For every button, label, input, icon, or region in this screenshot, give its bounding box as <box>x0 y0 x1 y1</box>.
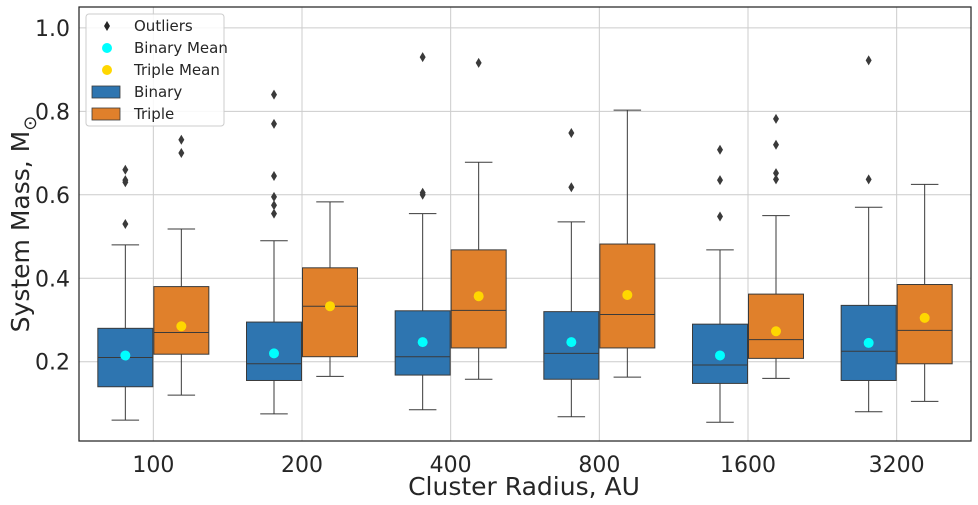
outlier-legend-icon <box>104 21 110 31</box>
outlier-marker <box>271 208 277 219</box>
box-binary-800 <box>543 128 600 418</box>
outlier-marker <box>271 200 277 211</box>
box-triple-800 <box>599 109 656 378</box>
iqr-box <box>302 267 358 358</box>
iqr-box <box>246 321 302 381</box>
x-tick-label: 800 <box>578 453 620 478</box>
y-tick-label: 1.0 <box>35 17 70 42</box>
mean-marker <box>473 291 484 302</box>
outlier-marker <box>178 134 185 145</box>
outlier-marker <box>419 52 426 63</box>
mean-marker <box>269 348 279 359</box>
mean-legend-icon <box>102 43 112 53</box>
mean-marker <box>566 337 577 348</box>
x-tick-label: 1600 <box>720 453 776 478</box>
mean-marker <box>715 350 725 361</box>
outlier-marker <box>865 55 872 66</box>
mean-legend-icon <box>102 65 112 75</box>
x-tick-label: 400 <box>430 453 472 478</box>
x-axis-ticks: 100 200 400 800 1600 3200 <box>132 453 924 478</box>
legend-label: Binary Mean <box>134 39 228 57</box>
legend-label: Binary <box>134 83 182 101</box>
outlier-marker <box>865 174 872 185</box>
box-triple-3200 <box>896 183 953 402</box>
x-tick-label: 100 <box>132 453 174 478</box>
outlier-marker <box>122 219 129 229</box>
box-triple-1600 <box>748 113 804 379</box>
outlier-marker <box>773 113 779 124</box>
box-triple-200 <box>302 201 358 377</box>
y-tick-label: 0.8 <box>35 100 70 125</box>
outlier-marker <box>271 191 277 202</box>
series-binary <box>97 52 897 423</box>
mean-marker <box>919 312 930 323</box>
iqr-box <box>153 286 210 355</box>
y-tick-label: 0.6 <box>35 184 70 209</box>
mean-marker <box>622 289 633 300</box>
x-tick-label: 3200 <box>869 453 925 478</box>
outlier-marker <box>773 174 779 185</box>
iqr-box <box>543 311 600 380</box>
legend-item-triple: Triple <box>91 105 174 123</box>
box-plot-series <box>97 52 953 423</box>
series-triple <box>153 57 953 402</box>
patch-legend-icon <box>91 85 121 99</box>
box-binary-200 <box>246 89 302 415</box>
outlier-marker <box>271 118 277 129</box>
gridlines <box>79 7 971 441</box>
iqr-box <box>748 293 804 359</box>
outlier-marker <box>271 171 277 182</box>
legend-item-triple-mean: Triple Mean <box>102 61 220 79</box>
box-binary-400 <box>394 52 451 411</box>
outlier-marker <box>178 148 185 159</box>
box-triple-100 <box>153 134 210 396</box>
legend-item-outliers: Outliers <box>104 17 193 35</box>
box-triple-400 <box>450 57 507 380</box>
y-axis-label-subscript: ⊙ <box>20 116 41 131</box>
y-tick-label: 0.4 <box>35 267 70 292</box>
outlier-marker <box>773 139 779 150</box>
x-axis-label: Cluster Radius, AU <box>408 472 640 501</box>
outlier-marker <box>568 182 575 193</box>
mean-marker <box>120 350 131 361</box>
legend: Outliers Binary Mean Triple Mean Binary Trip… <box>85 13 228 127</box>
mean-marker <box>771 326 781 337</box>
legend-label: Triple <box>133 105 174 123</box>
outlier-marker <box>475 57 482 68</box>
outlier-marker <box>773 168 779 179</box>
outlier-marker <box>717 211 723 222</box>
patch-legend-icon <box>91 107 121 121</box>
outlier-marker <box>122 164 129 175</box>
outlier-marker <box>419 187 426 198</box>
outlier-marker <box>271 89 277 100</box>
legend-frame <box>85 13 225 127</box>
legend-item-binary-mean: Binary Mean <box>102 39 228 57</box>
y-axis-label-text: System Mass, M <box>6 131 35 333</box>
x-tick-label: 200 <box>281 453 323 478</box>
y-axis-ticks: 0.2 0.4 0.6 0.8 1.0 <box>35 17 70 376</box>
outlier-marker <box>717 175 723 186</box>
outlier-marker <box>122 175 129 186</box>
legend-item-binary: Binary <box>91 83 182 101</box>
box-binary-1600 <box>692 144 748 423</box>
mean-marker <box>417 337 428 348</box>
y-tick-label: 0.2 <box>35 351 70 376</box>
mean-marker <box>176 321 187 332</box>
mean-marker <box>863 337 874 348</box>
legend-label: Outliers <box>134 17 193 35</box>
box-binary-3200 <box>840 55 897 413</box>
iqr-box <box>896 284 953 365</box>
outlier-marker <box>717 144 723 155</box>
mean-marker <box>325 301 335 312</box>
y-axis-label: System Mass, M⊙ <box>6 116 41 333</box>
outlier-marker <box>568 128 575 139</box>
legend-label: Triple Mean <box>133 61 220 79</box>
box-binary-100 <box>97 164 154 421</box>
plot-frame <box>78 6 972 442</box>
